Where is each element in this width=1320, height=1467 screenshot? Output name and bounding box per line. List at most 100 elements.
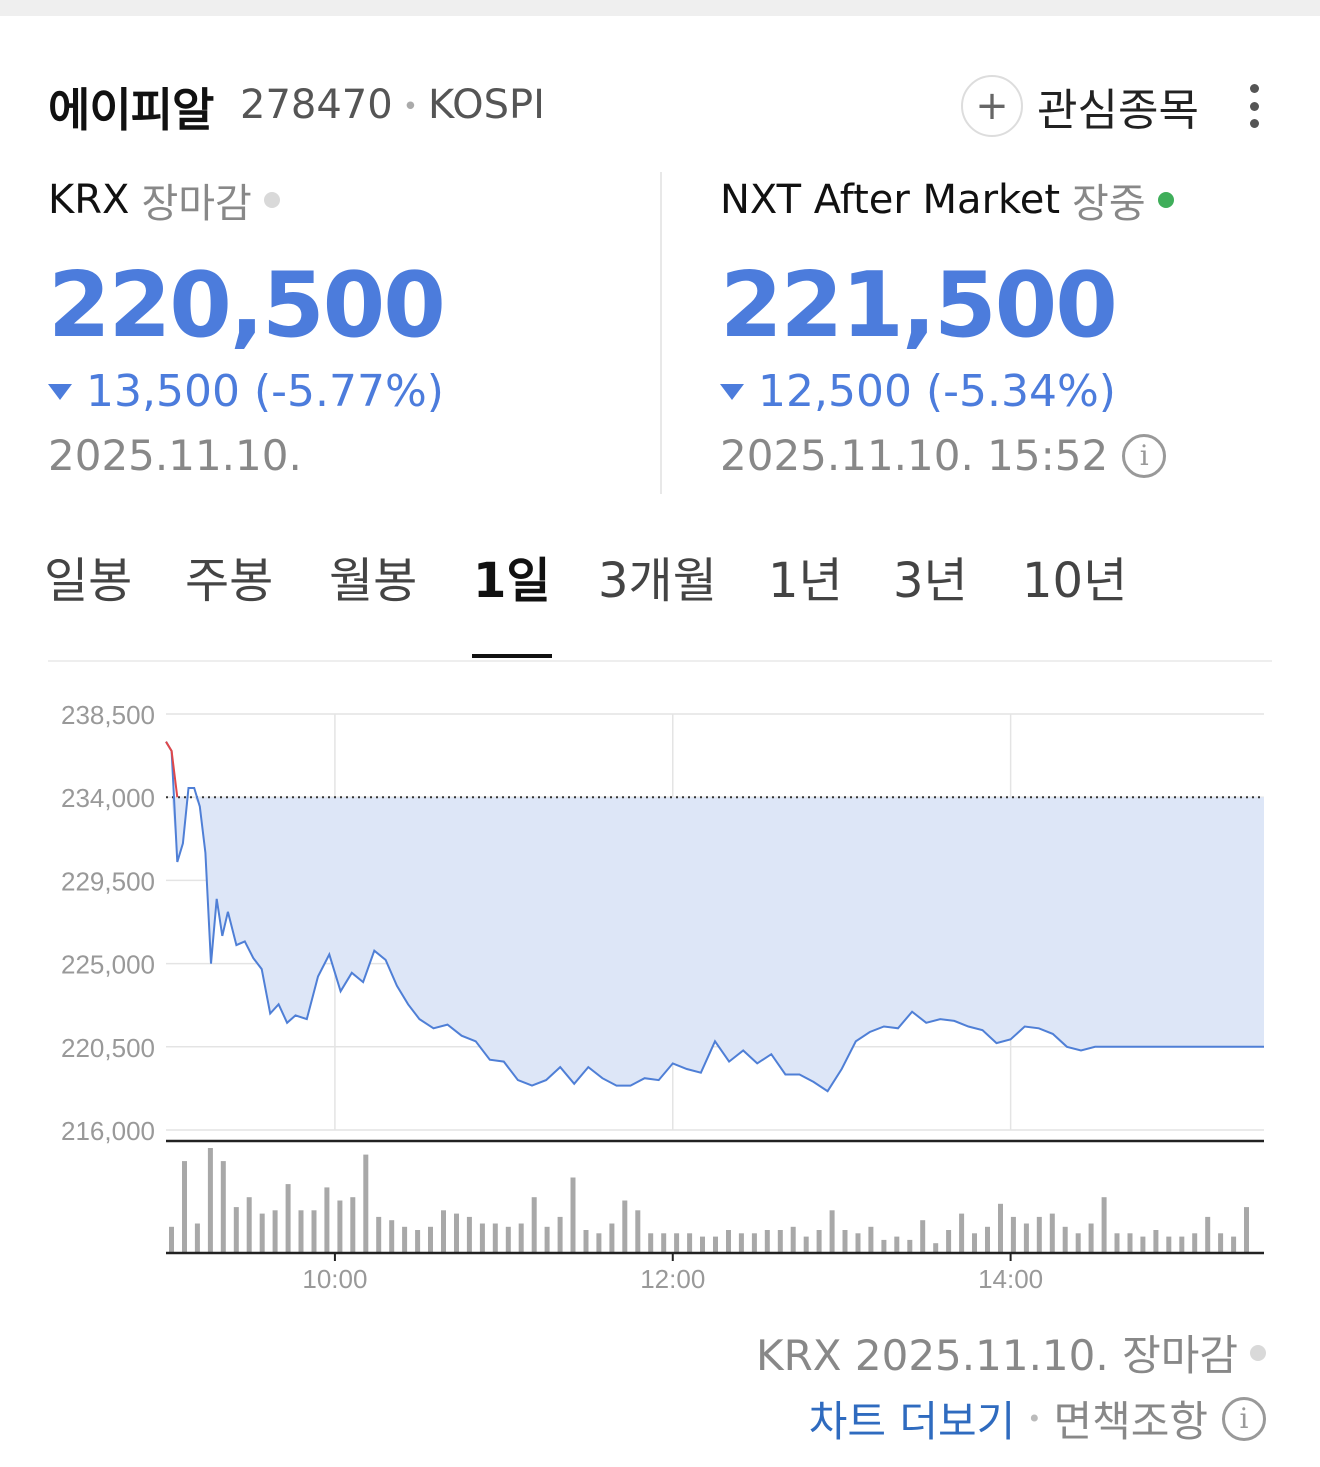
stock-header: 에이피알 278470 • KOSPI + 관심종목 bbox=[48, 70, 1278, 140]
separator-dot: • bbox=[1027, 1404, 1042, 1433]
tab-weekly[interactable]: 주봉 bbox=[185, 553, 274, 609]
price-line-up-segment bbox=[165, 741, 179, 798]
volume-bar bbox=[635, 1210, 641, 1253]
nxt-date-row: 2025.11.10. 15:52 i bbox=[720, 431, 1280, 480]
volume-bar bbox=[298, 1210, 304, 1253]
volume-bar bbox=[479, 1223, 485, 1253]
volume-bar bbox=[1205, 1216, 1211, 1253]
volume-bar bbox=[194, 1223, 200, 1253]
y-tick-label: 234,000 bbox=[61, 783, 155, 813]
volume-bar bbox=[855, 1233, 861, 1253]
intraday-price-chart[interactable]: 238,500 234,000 229,500 225,000 220,500 216,0… bbox=[0, 690, 1320, 1300]
volume-bar bbox=[402, 1226, 408, 1254]
volume-bar bbox=[726, 1230, 731, 1253]
volume-bar bbox=[441, 1210, 446, 1253]
volume-bar bbox=[324, 1187, 330, 1253]
y-tick-label: 229,500 bbox=[61, 866, 155, 896]
volume-bar bbox=[764, 1230, 770, 1253]
volume-bar bbox=[622, 1200, 628, 1253]
price-line bbox=[165, 741, 1264, 1093]
volume-bar bbox=[894, 1236, 900, 1253]
krx-market-name: KRX bbox=[48, 177, 130, 223]
market-status-dot bbox=[1157, 192, 1174, 208]
volume-bar bbox=[1127, 1233, 1133, 1253]
down-triangle-icon bbox=[48, 383, 72, 400]
volume-bar bbox=[803, 1236, 809, 1253]
tab-daily[interactable]: 일봉 bbox=[44, 553, 133, 609]
tab-monthly[interactable]: 월봉 bbox=[329, 553, 418, 609]
chart-status-text: KRX 2025.11.10. 장마감 bbox=[756, 1331, 1238, 1380]
volume-bar bbox=[557, 1216, 563, 1253]
x-tick-label: 12:00 bbox=[640, 1264, 705, 1294]
watchlist-label[interactable]: 관심종목 bbox=[1037, 85, 1199, 136]
quote-divider bbox=[660, 172, 662, 494]
volume-bar bbox=[246, 1197, 252, 1253]
volume-bar bbox=[311, 1210, 317, 1253]
stock-code-market: 278470 • KOSPI bbox=[240, 82, 545, 128]
stock-code: 278470 bbox=[240, 82, 393, 128]
volume-bar bbox=[233, 1207, 239, 1253]
nxt-market-status: 장중 bbox=[1072, 181, 1146, 227]
volume-bar bbox=[182, 1161, 187, 1253]
market-status-dot bbox=[263, 192, 280, 208]
volume-bar bbox=[959, 1213, 965, 1253]
volume-bar bbox=[738, 1233, 744, 1253]
volume-bar bbox=[350, 1197, 356, 1253]
volume-bar bbox=[1062, 1226, 1068, 1254]
volume-bar bbox=[1244, 1207, 1249, 1253]
more-vertical-icon[interactable] bbox=[1244, 84, 1264, 128]
tab-1year[interactable]: 1년 bbox=[768, 553, 843, 609]
volume-bar bbox=[868, 1226, 874, 1254]
volume-bar bbox=[1088, 1223, 1094, 1253]
volume-bar bbox=[829, 1210, 835, 1253]
nxt-change: 12,500 (-5.34%) bbox=[720, 366, 1280, 417]
volume-bar bbox=[907, 1239, 913, 1253]
volume-bar bbox=[466, 1216, 472, 1253]
volume-bar bbox=[1140, 1236, 1146, 1253]
volume-bar bbox=[946, 1230, 952, 1253]
stock-market: KOSPI bbox=[428, 82, 545, 128]
volume-bar bbox=[570, 1177, 576, 1253]
volume-bar bbox=[998, 1203, 1003, 1253]
volume-bar bbox=[1101, 1197, 1107, 1253]
volume-bar bbox=[777, 1230, 783, 1253]
y-tick-label: 225,000 bbox=[61, 950, 155, 980]
krx-market-status: 장마감 bbox=[141, 181, 252, 227]
nxt-market-row: NXT After Market 장중 bbox=[720, 170, 1280, 230]
volume-bar bbox=[1036, 1216, 1042, 1253]
volume-bar bbox=[1166, 1236, 1172, 1253]
x-tick-label: 10:00 bbox=[302, 1264, 367, 1294]
volume-bar bbox=[1023, 1223, 1029, 1253]
watchlist-button[interactable]: + 관심종목 bbox=[961, 74, 1199, 138]
volume-bar bbox=[285, 1184, 291, 1253]
volume-bar bbox=[1218, 1233, 1224, 1253]
tab-10years[interactable]: 10년 bbox=[1022, 553, 1128, 609]
volume-bar bbox=[583, 1230, 589, 1253]
disclaimer-link[interactable]: 면책조항 bbox=[1053, 1397, 1208, 1446]
volume-bar bbox=[505, 1226, 511, 1254]
period-tabs: 일봉 주봉 월봉 1일 3개월 1년 3년 10년 bbox=[44, 548, 1274, 664]
nxt-price: 221,500 bbox=[720, 253, 1118, 358]
krx-quote: KRX 장마감 220,500 13,500 (-5.77%) 2025.11.… bbox=[48, 170, 638, 480]
volume-bar bbox=[1231, 1236, 1237, 1253]
volume-bar bbox=[648, 1233, 654, 1253]
price-area-fill bbox=[166, 797, 1264, 1092]
volume-bar bbox=[816, 1230, 822, 1253]
chart-more-link[interactable]: 차트 더보기 bbox=[808, 1397, 1016, 1446]
plus-icon[interactable]: + bbox=[961, 75, 1023, 137]
krx-price: 220,500 bbox=[48, 253, 446, 358]
krx-date: 2025.11.10. bbox=[48, 431, 302, 480]
volume-bar bbox=[933, 1243, 939, 1253]
info-icon[interactable]: i bbox=[1122, 433, 1167, 478]
volume-bar bbox=[609, 1223, 615, 1253]
tab-3months[interactable]: 3개월 bbox=[598, 553, 717, 609]
volume-bar bbox=[1049, 1213, 1055, 1253]
down-triangle-icon bbox=[720, 383, 744, 400]
volume-bar bbox=[259, 1213, 265, 1253]
tab-3years[interactable]: 3년 bbox=[893, 553, 968, 609]
info-icon[interactable]: i bbox=[1222, 1396, 1266, 1441]
volume-bar bbox=[492, 1223, 498, 1253]
nxt-quote: NXT After Market 장중 221,500 12,500 (-5.3… bbox=[720, 170, 1280, 480]
tab-1day[interactable]: 1일 bbox=[472, 548, 552, 658]
volume-bar bbox=[272, 1210, 278, 1253]
